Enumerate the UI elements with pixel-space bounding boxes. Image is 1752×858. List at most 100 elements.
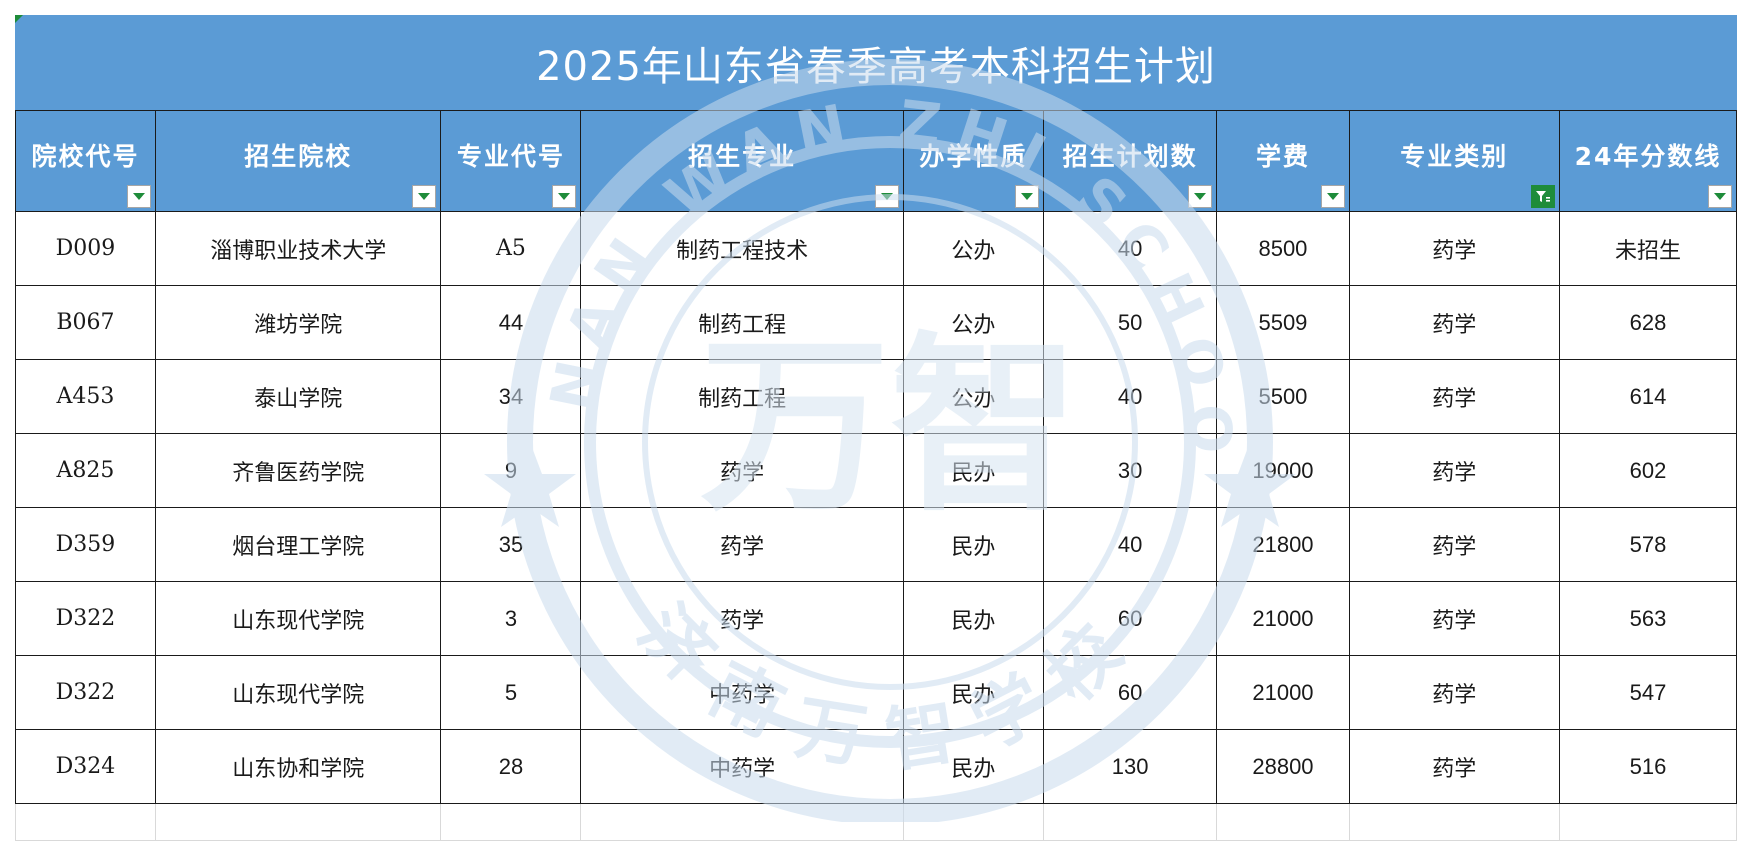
cell-school-type[interactable]: 民办 bbox=[902, 581, 1044, 656]
column-header-plan-count[interactable]: 招生计划数 bbox=[1042, 110, 1218, 212]
column-header-score-line-2024[interactable]: 24年分数线 bbox=[1559, 110, 1737, 212]
empty-cell[interactable] bbox=[440, 803, 582, 841]
column-header-college-name[interactable]: 招生院校 bbox=[154, 110, 442, 212]
cell-school-type[interactable]: 民办 bbox=[902, 729, 1044, 804]
cell-major-name[interactable]: 制药工程技术 bbox=[580, 211, 904, 286]
cell-major-category[interactable]: 药学 bbox=[1348, 285, 1561, 360]
cell-college-code[interactable]: A453 bbox=[15, 359, 156, 434]
empty-cell[interactable] bbox=[580, 803, 904, 841]
filter-dropdown-icon[interactable] bbox=[412, 185, 437, 208]
empty-cell[interactable] bbox=[902, 803, 1044, 841]
filter-active-icon[interactable] bbox=[1531, 185, 1556, 208]
cell-tuition[interactable]: 28800 bbox=[1216, 729, 1350, 804]
cell-major-category[interactable]: 药学 bbox=[1348, 433, 1561, 508]
cell-score-line-2024[interactable]: 578 bbox=[1559, 507, 1737, 582]
filter-dropdown-icon[interactable] bbox=[874, 185, 899, 208]
cell-plan-count[interactable]: 30 bbox=[1042, 433, 1218, 508]
cell-tuition[interactable]: 21000 bbox=[1216, 655, 1350, 730]
cell-major-name[interactable]: 药学 bbox=[580, 433, 904, 508]
cell-major-name[interactable]: 药学 bbox=[580, 507, 904, 582]
cell-school-type[interactable]: 公办 bbox=[902, 211, 1044, 286]
filter-dropdown-icon[interactable] bbox=[1320, 185, 1345, 208]
empty-cell[interactable] bbox=[154, 803, 442, 841]
cell-tuition[interactable]: 5500 bbox=[1216, 359, 1350, 434]
cell-plan-count[interactable]: 50 bbox=[1042, 285, 1218, 360]
empty-cell[interactable] bbox=[1559, 803, 1737, 841]
cell-score-line-2024[interactable]: 547 bbox=[1559, 655, 1737, 730]
cell-plan-count[interactable]: 40 bbox=[1042, 507, 1218, 582]
cell-plan-count[interactable]: 60 bbox=[1042, 581, 1218, 656]
cell-plan-count[interactable]: 40 bbox=[1042, 359, 1218, 434]
cell-major-code[interactable]: 9 bbox=[440, 433, 582, 508]
cell-major-name[interactable]: 药学 bbox=[580, 581, 904, 656]
cell-score-line-2024[interactable]: 628 bbox=[1559, 285, 1737, 360]
cell-college-name[interactable]: 烟台理工学院 bbox=[154, 507, 442, 582]
empty-cell[interactable] bbox=[1042, 803, 1218, 841]
cell-score-line-2024[interactable]: 516 bbox=[1559, 729, 1737, 804]
cell-tuition[interactable]: 21000 bbox=[1216, 581, 1350, 656]
cell-major-name[interactable]: 中药学 bbox=[580, 655, 904, 730]
cell-college-code[interactable]: D322 bbox=[15, 581, 156, 656]
column-header-major-code[interactable]: 专业代号 bbox=[440, 110, 582, 212]
cell-score-line-2024[interactable]: 563 bbox=[1559, 581, 1737, 656]
cell-plan-count[interactable]: 130 bbox=[1042, 729, 1218, 804]
cell-major-category[interactable]: 药学 bbox=[1348, 359, 1561, 434]
cell-college-name[interactable]: 山东现代学院 bbox=[154, 655, 442, 730]
cell-college-name[interactable]: 淄博职业技术大学 bbox=[154, 211, 442, 286]
cell-major-code[interactable]: 3 bbox=[440, 581, 582, 656]
cell-major-category[interactable]: 药学 bbox=[1348, 729, 1561, 804]
cell-major-code[interactable]: 44 bbox=[440, 285, 582, 360]
cell-school-type[interactable]: 民办 bbox=[902, 433, 1044, 508]
cell-major-code[interactable]: 35 bbox=[440, 507, 582, 582]
cell-college-code[interactable]: D322 bbox=[15, 655, 156, 730]
cell-college-code[interactable]: B067 bbox=[15, 285, 156, 360]
filter-dropdown-icon[interactable] bbox=[126, 185, 151, 208]
filter-dropdown-icon[interactable] bbox=[1708, 185, 1732, 208]
cell-major-code[interactable]: 5 bbox=[440, 655, 582, 730]
cell-major-name[interactable]: 中药学 bbox=[580, 729, 904, 804]
empty-cell[interactable] bbox=[15, 803, 156, 841]
cell-college-name[interactable]: 潍坊学院 bbox=[154, 285, 442, 360]
cell-tuition[interactable]: 8500 bbox=[1216, 211, 1350, 286]
filter-dropdown-icon[interactable] bbox=[552, 185, 577, 208]
cell-major-code[interactable]: 28 bbox=[440, 729, 582, 804]
column-header-tuition[interactable]: 学费 bbox=[1216, 110, 1350, 212]
column-header-major-category[interactable]: 专业类别 bbox=[1348, 110, 1561, 212]
cell-major-name[interactable]: 制药工程 bbox=[580, 285, 904, 360]
cell-school-type[interactable]: 公办 bbox=[902, 285, 1044, 360]
cell-college-name[interactable]: 山东现代学院 bbox=[154, 581, 442, 656]
cell-school-type[interactable]: 公办 bbox=[902, 359, 1044, 434]
empty-cell[interactable] bbox=[1216, 803, 1350, 841]
filter-dropdown-icon[interactable] bbox=[1188, 185, 1213, 208]
cell-score-line-2024[interactable]: 未招生 bbox=[1559, 211, 1737, 286]
cell-score-line-2024[interactable]: 602 bbox=[1559, 433, 1737, 508]
cell-college-name[interactable]: 山东协和学院 bbox=[154, 729, 442, 804]
cell-major-name[interactable]: 制药工程 bbox=[580, 359, 904, 434]
column-header-school-type[interactable]: 办学性质 bbox=[902, 110, 1044, 212]
cell-major-category[interactable]: 药学 bbox=[1348, 507, 1561, 582]
cell-tuition[interactable]: 5509 bbox=[1216, 285, 1350, 360]
cell-major-code[interactable]: 34 bbox=[440, 359, 582, 434]
cell-major-category[interactable]: 药学 bbox=[1348, 655, 1561, 730]
table-title-cell[interactable]: 2025年山东省春季高考本科招生计划 bbox=[15, 15, 1737, 110]
cell-plan-count[interactable]: 40 bbox=[1042, 211, 1218, 286]
cell-school-type[interactable]: 民办 bbox=[902, 655, 1044, 730]
cell-college-code[interactable]: A825 bbox=[15, 433, 156, 508]
cell-college-code[interactable]: D009 bbox=[15, 211, 156, 286]
cell-tuition[interactable]: 21800 bbox=[1216, 507, 1350, 582]
cell-major-category[interactable]: 药学 bbox=[1348, 211, 1561, 286]
cell-tuition[interactable]: 19000 bbox=[1216, 433, 1350, 508]
cell-score-line-2024[interactable]: 614 bbox=[1559, 359, 1737, 434]
empty-cell[interactable] bbox=[1348, 803, 1561, 841]
cell-college-code[interactable]: D359 bbox=[15, 507, 156, 582]
cell-school-type[interactable]: 民办 bbox=[902, 507, 1044, 582]
column-header-college-code[interactable]: 院校代号 bbox=[15, 110, 156, 212]
cell-plan-count[interactable]: 60 bbox=[1042, 655, 1218, 730]
cell-college-name[interactable]: 泰山学院 bbox=[154, 359, 442, 434]
cell-major-code[interactable]: A5 bbox=[440, 211, 582, 286]
filter-dropdown-icon[interactable] bbox=[1014, 185, 1039, 208]
cell-major-category[interactable]: 药学 bbox=[1348, 581, 1561, 656]
column-header-major-name[interactable]: 招生专业 bbox=[580, 110, 904, 212]
cell-college-code[interactable]: D324 bbox=[15, 729, 156, 804]
cell-college-name[interactable]: 齐鲁医药学院 bbox=[154, 433, 442, 508]
